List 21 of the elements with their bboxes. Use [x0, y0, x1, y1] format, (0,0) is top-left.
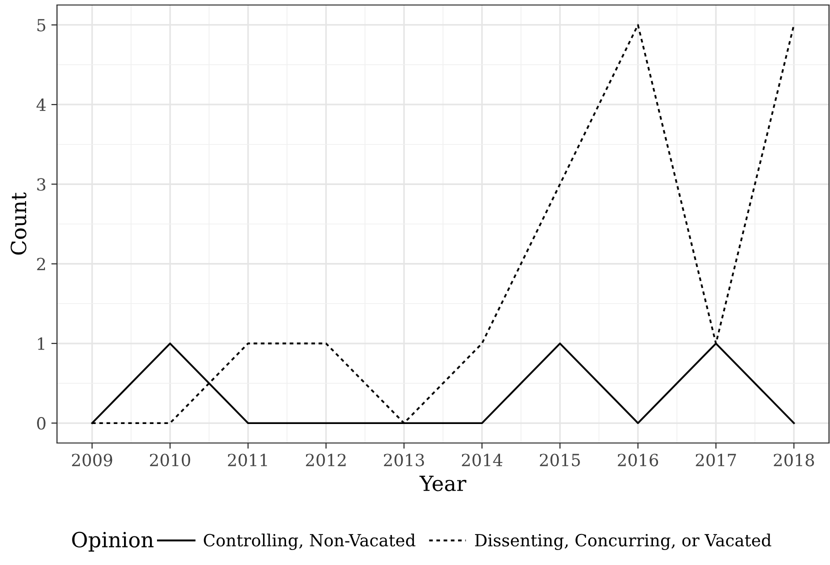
legend-label: Controlling, Non-Vacated: [204, 534, 416, 550]
y-tick-label: 3: [37, 178, 46, 191]
y-tick-label: 4: [36, 98, 46, 111]
x-tick-label: 2010: [150, 454, 190, 466]
y-tick-label: 1: [38, 337, 44, 350]
legend-label: Dissenting, Concurring, or Vacated: [475, 534, 772, 550]
x-axis-title: Year: [419, 476, 466, 492]
x-tick-label: 2016: [618, 454, 658, 466]
y-tick-label: 0: [37, 417, 46, 430]
x-tick-label: 2015: [540, 454, 580, 466]
y-axis-title: Count: [10, 192, 26, 255]
legend-title: Opinion: [72, 532, 154, 552]
x-tick-label: 2009: [72, 454, 112, 466]
x-tick-label: 2011: [228, 454, 267, 466]
x-tick-label: 2017: [696, 454, 736, 466]
x-tick-label: 2013: [384, 454, 424, 466]
y-tick-label: 2: [37, 258, 45, 270]
x-tick-label: 2014: [462, 454, 502, 466]
x-tick-label: 2018: [774, 454, 814, 466]
y-tick-label: 5: [37, 19, 46, 32]
x-tick-label: 2012: [306, 454, 346, 466]
